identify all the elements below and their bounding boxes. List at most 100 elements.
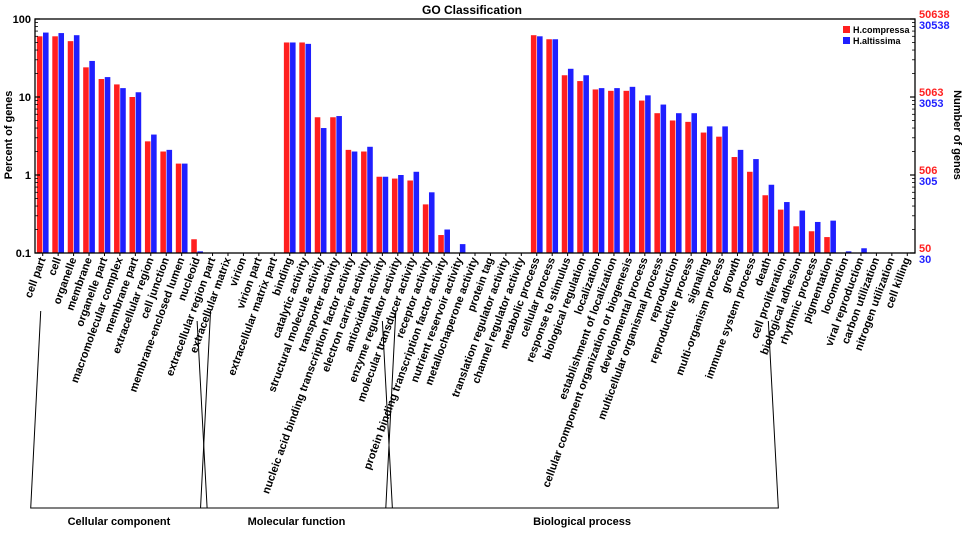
bar-compressa <box>716 137 722 253</box>
y-tick-label: 1 <box>25 170 31 182</box>
bar-compressa <box>37 36 43 253</box>
bar-compressa <box>377 177 383 253</box>
bar-altissima <box>89 61 95 253</box>
bar-compressa <box>809 231 815 253</box>
bar-compressa <box>423 204 429 253</box>
group-label: Cellular component <box>68 516 171 528</box>
bar-compressa <box>361 152 367 253</box>
bar-compressa <box>639 101 645 253</box>
category-label: cell part <box>23 256 49 300</box>
bar-compressa <box>562 75 568 253</box>
bar-compressa <box>593 89 599 253</box>
bar-compressa <box>315 117 321 253</box>
bar-compressa <box>824 237 830 253</box>
bar-compressa <box>577 81 583 253</box>
bar-compressa <box>191 239 197 253</box>
bar-compressa <box>392 179 398 253</box>
bar-altissima <box>290 42 296 253</box>
bar-altissima <box>367 147 373 253</box>
bar-compressa <box>330 117 336 253</box>
bar-altissima <box>707 126 713 253</box>
right-tick-label-altissima: 305 <box>919 176 937 188</box>
bar-compressa <box>284 42 290 253</box>
bar-altissima <box>460 244 466 253</box>
bar-compressa <box>129 97 135 253</box>
right-tick-label-altissima: 30 <box>919 254 931 266</box>
bar-altissima <box>784 202 790 253</box>
bar-compressa <box>685 122 691 253</box>
bar-altissima <box>321 128 327 253</box>
bar-compressa <box>546 39 552 253</box>
bar-altissima <box>769 185 775 253</box>
bar-altissima <box>74 35 80 253</box>
bar-compressa <box>83 67 89 253</box>
bar-altissima <box>58 33 64 253</box>
bar-altissima <box>568 69 574 253</box>
bar-altissima <box>414 172 420 253</box>
bar-compressa <box>160 152 166 253</box>
legend-swatch <box>843 26 850 33</box>
bar-compressa <box>438 235 444 253</box>
bar-altissima <box>676 113 682 253</box>
bar-compressa <box>145 141 151 253</box>
legend-label: H.compressa <box>853 25 911 35</box>
bar-compressa <box>407 181 413 253</box>
bar-altissima <box>336 116 342 253</box>
bar-compressa <box>52 36 58 253</box>
bar-altissima <box>136 92 142 253</box>
bar-altissima <box>537 36 543 253</box>
bar-altissima <box>167 150 173 253</box>
chart-title: GO Classification <box>422 3 522 17</box>
bar-compressa <box>346 150 352 253</box>
y-tick-label: 0.1 <box>16 248 31 260</box>
bar-compressa <box>176 164 182 253</box>
bar-altissima <box>722 126 728 253</box>
bar-altissima <box>383 177 389 253</box>
bar-altissima <box>800 211 806 253</box>
bar-altissima <box>830 221 836 253</box>
bar-altissima <box>583 75 589 253</box>
bar-compressa <box>670 120 676 253</box>
bar-altissima <box>398 175 404 253</box>
bar-altissima <box>552 39 558 253</box>
group-label: Molecular function <box>248 516 346 528</box>
bar-altissima <box>661 105 667 253</box>
bar-compressa <box>778 210 784 253</box>
bar-compressa <box>114 84 120 253</box>
bar-compressa <box>624 91 630 253</box>
right-tick-label-altissima: 30538 <box>919 20 950 32</box>
bar-altissima <box>151 135 157 253</box>
y-tick-label: 10 <box>19 92 31 104</box>
bar-compressa <box>732 157 738 253</box>
group-label: Biological process <box>533 516 631 528</box>
bar-altissima <box>599 88 605 253</box>
bar-altissima <box>444 230 450 253</box>
legend-swatch <box>843 37 850 44</box>
bar-altissima <box>815 222 821 253</box>
bar-altissima <box>614 88 620 253</box>
bar-compressa <box>99 79 105 253</box>
bar-altissima <box>43 33 49 253</box>
bar-altissima <box>738 150 744 253</box>
bar-compressa <box>608 91 614 253</box>
bar-altissima <box>645 95 651 253</box>
y-axis-label-left: Percent of genes <box>3 91 15 180</box>
bar-altissima <box>691 113 697 253</box>
bar-altissima <box>305 44 311 253</box>
bar-compressa <box>747 172 753 253</box>
y-tick-label: 100 <box>13 14 31 26</box>
bar-altissima <box>182 164 188 253</box>
bar-altissima <box>429 192 435 253</box>
bar-altissima <box>105 77 111 253</box>
bar-altissima <box>352 152 358 253</box>
bar-compressa <box>793 226 799 253</box>
bar-altissima <box>753 159 759 253</box>
right-tick-label-altissima: 3053 <box>919 98 943 110</box>
bar-compressa <box>654 113 660 253</box>
bar-altissima <box>120 88 126 253</box>
legend-label: H.altissima <box>853 36 902 46</box>
bar-compressa <box>68 41 74 253</box>
bar-compressa <box>299 42 305 253</box>
